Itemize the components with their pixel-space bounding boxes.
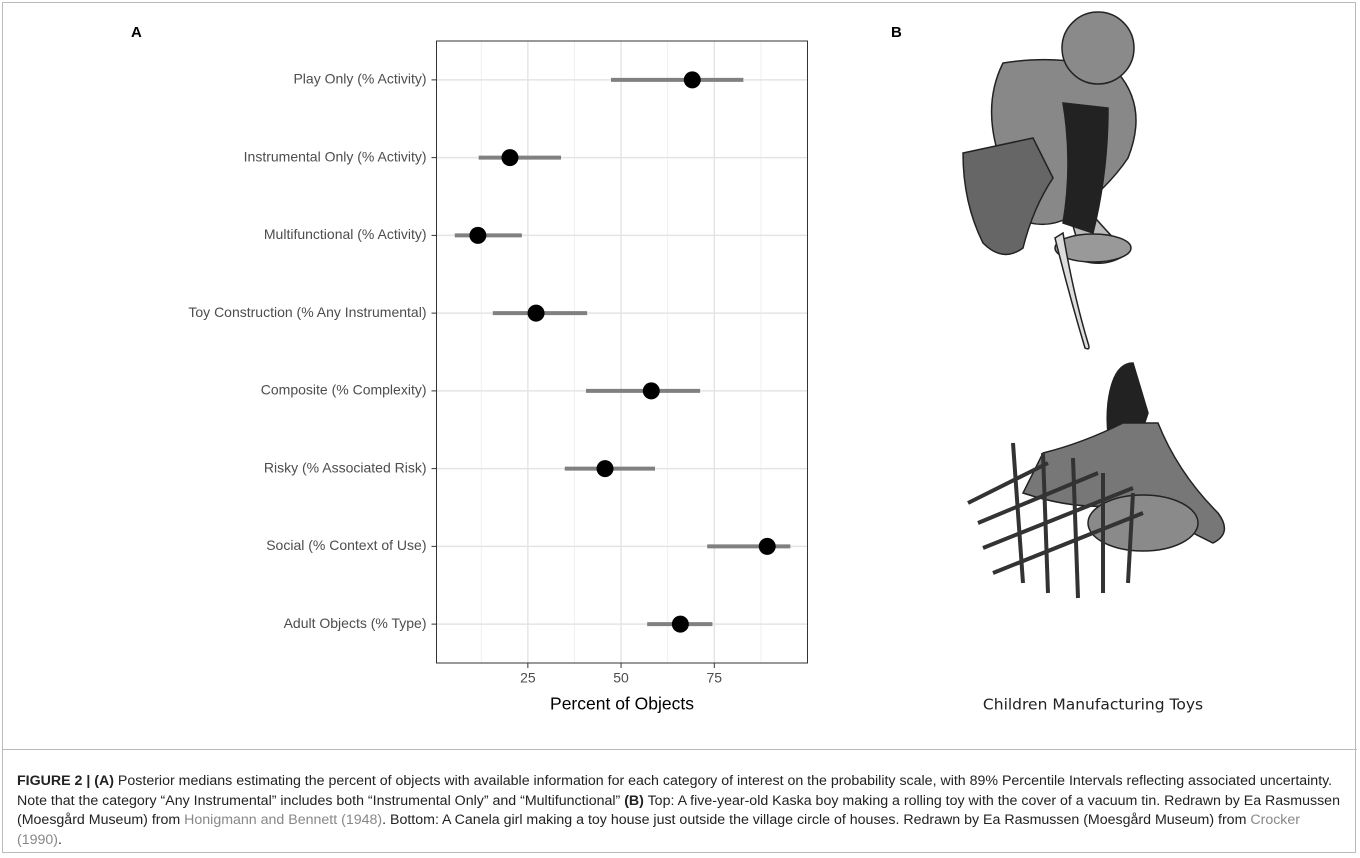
illustration-boy [963,12,1136,349]
y-tick-label: Risky (% Associated Risk) [264,459,427,475]
y-tick-label: Toy Construction (% Any Instrumental) [188,304,426,320]
x-tick-label: 25 [520,670,536,686]
y-tick-label: Composite (% Complexity) [261,382,427,398]
median-point [528,305,545,322]
median-point [469,227,486,244]
y-tick-label: Social (% Context of Use) [266,537,426,553]
figure-panels: A B Children Manufacturing Toys 25 50 75 Pe… [3,3,1355,747]
caption-bold: FIGURE 2 | (A) [17,773,114,789]
figure-caption: FIGURE 2 | (A) Posterior medians estimat… [3,749,1357,854]
panel-label: B [891,24,902,41]
x-tick-label: 75 [706,670,722,686]
y-tick-label: Instrumental Only (% Activity) [244,148,427,164]
median-point [501,149,518,166]
illustration-caption: Children Manufacturing Toys [983,696,1203,714]
caption-link[interactable]: Honigmann and Bennett (1948) [184,812,382,828]
median-point [759,538,776,555]
x-tick-label: 50 [613,670,629,686]
median-point [672,616,689,633]
caption-bold: (B) [624,793,644,809]
y-tick-label: Adult Objects (% Type) [284,615,427,631]
plot-panel [437,41,808,663]
figure: A B Children Manufacturing Toys 25 50 75 Pe… [2,2,1356,853]
caption-plain: . Bottom: A Canela girl making a toy hou… [382,812,1250,828]
x-axis-title: Percent of Objects [550,694,694,714]
median-point [597,460,614,477]
y-tick-label: Play Only (% Activity) [293,71,426,87]
caption-plain: . [58,832,62,848]
median-point [684,71,701,88]
illustration-girl [968,363,1224,598]
panel-label: A [131,24,142,41]
median-point [643,382,660,399]
y-tick-label: Multifunctional (% Activity) [264,226,427,242]
